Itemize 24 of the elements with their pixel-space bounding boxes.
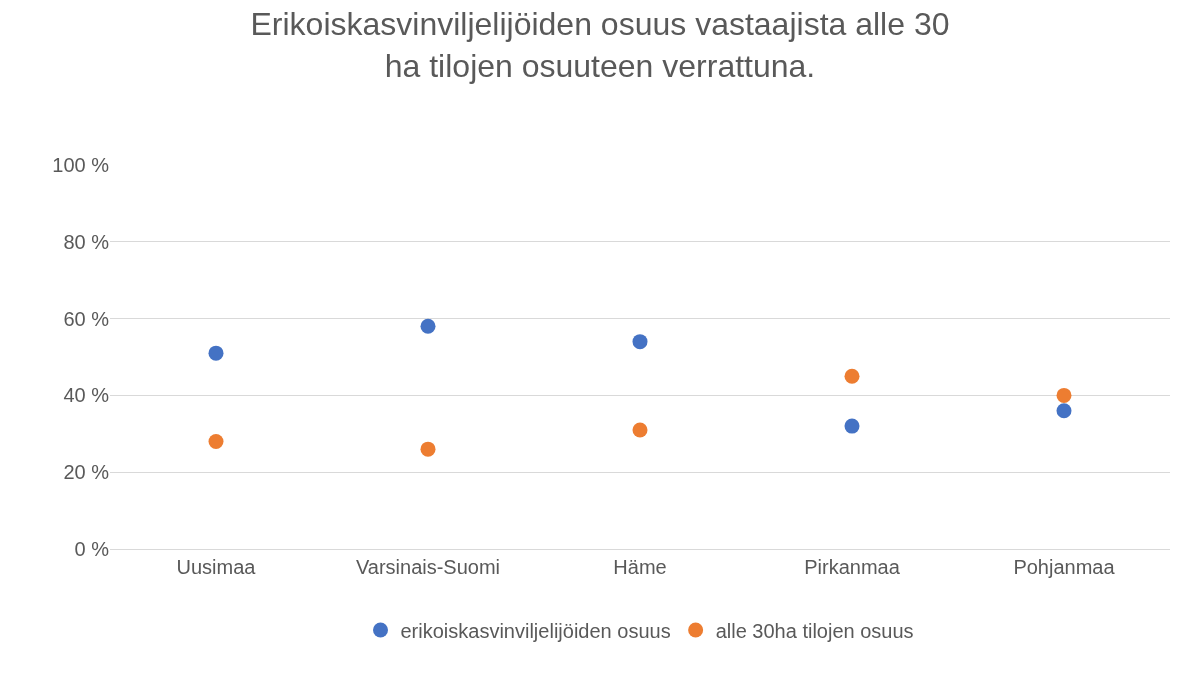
x-tick-label: Pohjanmaa <box>1013 556 1116 578</box>
point <box>420 318 436 334</box>
point <box>208 433 224 449</box>
point <box>632 422 648 438</box>
point <box>1056 387 1072 403</box>
y-tick-label: 0 % <box>74 538 110 560</box>
point <box>420 441 436 457</box>
x-tick-label: Varsinais-Suomi <box>355 556 501 578</box>
y-tick-label: 100 % <box>52 154 110 176</box>
point <box>632 334 648 350</box>
legend-label: erikoiskasvinviljelijöiden osuus <box>400 619 671 642</box>
y-tick-label: 20 % <box>63 461 110 484</box>
x-tick-label: Pirkanmaa <box>804 556 901 578</box>
point <box>844 418 860 434</box>
legend-label: alle 30ha tilojen osuus <box>715 619 914 642</box>
chart-title: Erikoiskasvinviljelijöiden osuus vastaajista alle 30 ha tilojen osuuteen verrattuna. <box>250 5 950 84</box>
point <box>1056 403 1072 419</box>
point <box>844 368 860 384</box>
point <box>208 345 224 361</box>
x-tick-label: Häme <box>613 556 667 578</box>
y-tick-label: 80 % <box>63 230 110 253</box>
y-tick-label: 60 % <box>63 307 110 330</box>
y-tick-label: 40 % <box>63 384 110 407</box>
x-tick-label: Uusimaa <box>176 556 257 578</box>
